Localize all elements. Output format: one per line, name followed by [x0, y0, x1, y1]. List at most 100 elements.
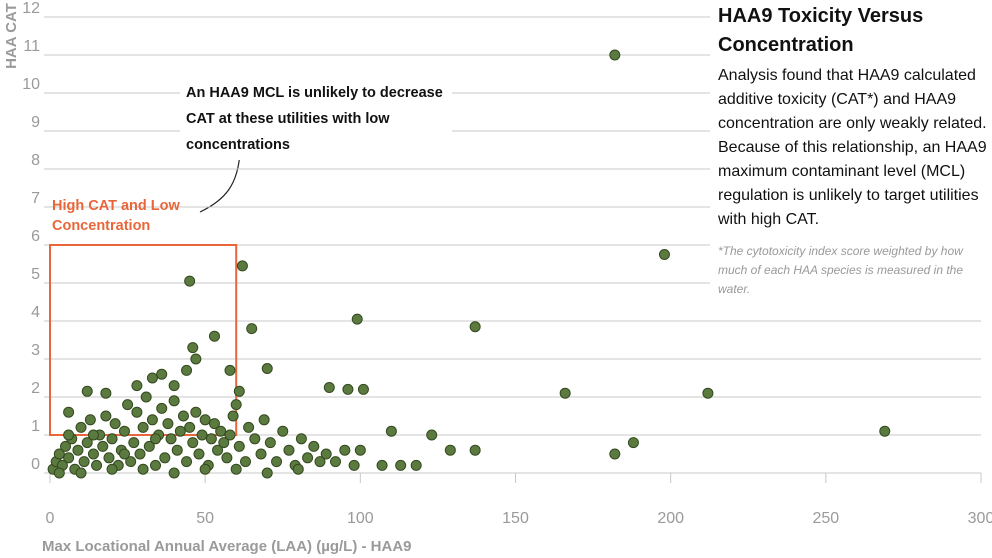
data-point [140, 391, 152, 403]
data-point [63, 429, 75, 441]
data-point [444, 444, 456, 456]
data-point [609, 448, 621, 460]
data-point [658, 249, 670, 260]
data-point [221, 452, 233, 464]
data-point [184, 275, 196, 287]
y-tick-label: 2 [31, 380, 40, 397]
data-point [255, 448, 267, 460]
data-point [609, 49, 621, 61]
data-point [208, 330, 220, 342]
data-point [357, 383, 369, 395]
data-point [292, 463, 304, 475]
data-point [171, 444, 183, 456]
x-tick-label: 200 [657, 510, 684, 527]
data-point [342, 383, 354, 395]
data-point [131, 406, 143, 418]
y-tick-label: 1 [31, 418, 40, 435]
data-point [103, 452, 115, 464]
data-point [190, 406, 202, 418]
data-point [351, 313, 363, 325]
data-point [236, 260, 248, 272]
data-point [137, 463, 149, 475]
data-point [146, 414, 158, 426]
data-point [243, 421, 255, 433]
x-tick-label: 250 [812, 510, 839, 527]
data-point [156, 368, 168, 380]
data-point [395, 459, 407, 471]
data-point [385, 425, 397, 437]
data-point [72, 444, 84, 456]
y-tick-label: 0 [31, 456, 40, 473]
data-point [87, 429, 99, 441]
data-point [469, 444, 481, 456]
data-point [187, 342, 199, 354]
data-point [143, 440, 155, 452]
data-point [150, 433, 162, 445]
chart-subtitle: Analysis found that HAA9 calculated addi… [718, 67, 987, 228]
y-tick-label: 7 [31, 190, 40, 207]
y-tick-label: 9 [31, 114, 40, 131]
data-point [134, 448, 146, 460]
data-point [159, 452, 171, 464]
data-point [131, 380, 143, 392]
data-point [53, 448, 65, 460]
data-point [199, 414, 211, 426]
data-point [354, 444, 366, 456]
data-point [177, 410, 189, 422]
data-point [78, 456, 90, 468]
data-point [323, 382, 335, 393]
data-point [122, 399, 134, 411]
data-point [249, 433, 261, 445]
data-point [63, 452, 75, 464]
data-point [162, 418, 174, 430]
data-point [97, 440, 109, 452]
data-point [168, 467, 180, 479]
data-point [187, 437, 199, 449]
data-point [261, 363, 273, 374]
data-point [227, 410, 239, 422]
data-point [100, 387, 112, 399]
y-tick-label: 11 [23, 38, 40, 55]
data-point [91, 459, 103, 471]
y-tick-label: 10 [22, 76, 40, 93]
data-point [277, 425, 289, 437]
data-point [339, 444, 351, 456]
data-point [106, 433, 118, 445]
data-point [87, 448, 99, 460]
data-point [75, 421, 87, 433]
data-point [230, 463, 242, 475]
data-point [190, 353, 202, 365]
data-point [84, 414, 96, 426]
data-point [109, 418, 121, 430]
data-point [302, 452, 314, 464]
footnote: *The cytotoxicity index score weighted b… [718, 244, 964, 296]
data-point [376, 459, 388, 471]
callout-annotation: An HAA9 MCL is unlikely to decrease CAT … [180, 78, 452, 160]
data-point [295, 433, 307, 445]
data-point [215, 425, 227, 437]
data-point [233, 440, 245, 452]
data-point [146, 372, 158, 384]
data-point [125, 456, 137, 468]
callout-line [199, 151, 241, 213]
data-point [137, 421, 149, 433]
data-point [168, 395, 180, 407]
data-point [60, 440, 72, 452]
x-tick-label: 0 [46, 510, 55, 527]
data-point [218, 437, 230, 449]
data-point [181, 364, 193, 376]
data-point [246, 323, 258, 335]
y-tick-label: 6 [31, 228, 40, 245]
data-point [271, 456, 283, 468]
data-point [156, 402, 168, 414]
data-point [258, 414, 270, 426]
data-point [63, 406, 75, 418]
data-point [168, 380, 180, 392]
data-point [264, 437, 276, 449]
chart-title: HAA9 Toxicity Versus Concentration [718, 5, 924, 56]
data-point [75, 467, 87, 479]
data-point [469, 321, 481, 333]
y-axis-label: HAA CAT [3, 3, 20, 69]
data-point [283, 444, 295, 456]
x-axis-label: Max Locational Annual Average (LAA) (µg/… [42, 538, 412, 555]
